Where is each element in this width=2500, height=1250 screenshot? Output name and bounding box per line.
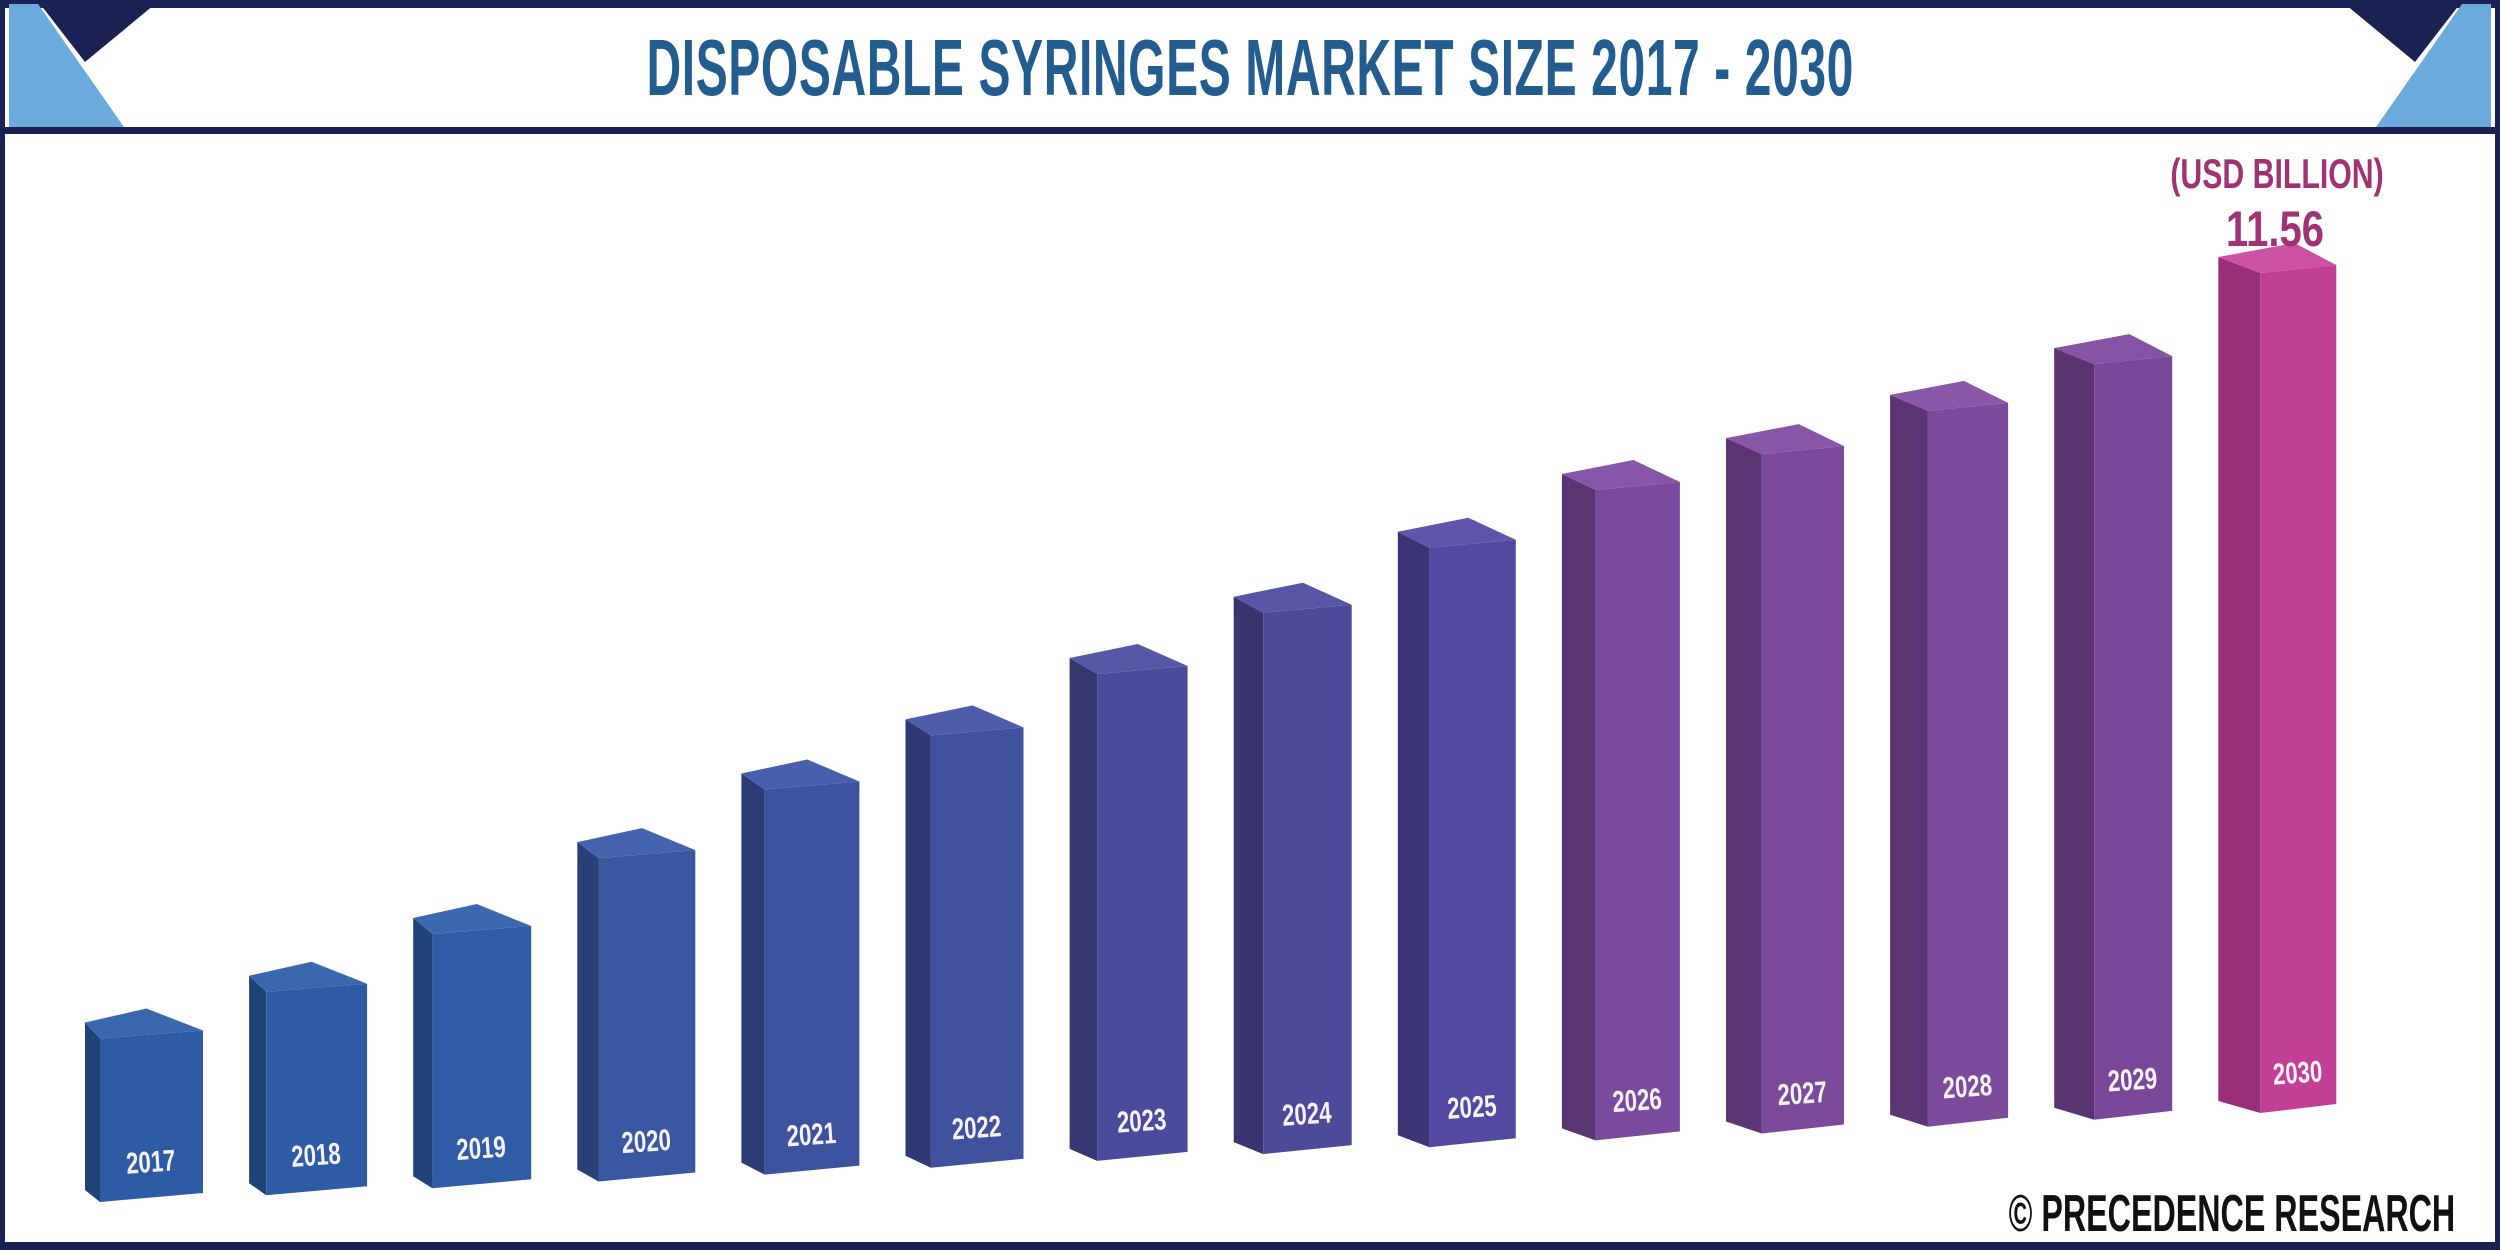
bar-2021-side-face	[741, 773, 765, 1175]
bar-year-label-2029: 2029	[2107, 1061, 2159, 1098]
right-border	[2495, 0, 2500, 1250]
bar-2019-side-face	[413, 918, 433, 1189]
bar-2023-top-face	[1069, 644, 1188, 674]
bar-2020-top-face	[577, 828, 696, 859]
bar-2024-top-face	[1233, 582, 1352, 613]
header-separator-line	[0, 127, 2500, 134]
footer-credit: © PRECEDENCE RESEARCH	[2008, 1185, 2455, 1243]
bar-2026-front-face	[1595, 482, 1680, 1141]
bar-2028-side-face	[1890, 394, 1928, 1127]
bar-2019-top-face	[413, 904, 532, 934]
bar-year-label-2019: 2019	[455, 1129, 507, 1166]
bar-2020-side-face	[577, 842, 599, 1182]
bar-2022-top-face	[905, 705, 1024, 736]
bar-2025-top-face	[1397, 517, 1516, 548]
bar-2029-side-face	[2054, 348, 2095, 1120]
bar-year-label-2025: 2025	[1446, 1088, 1498, 1125]
bar-2021: 2021	[741, 759, 860, 1175]
corner-ribbon-right-blue-icon	[2376, 4, 2491, 127]
bar-year-label-2022: 2022	[951, 1109, 1003, 1146]
bar-2017: 2017	[85, 1008, 203, 1202]
corner-ribbon-left-blue-icon	[9, 4, 124, 127]
left-border	[0, 0, 5, 1250]
bar-2023-front-face	[1097, 666, 1188, 1161]
bar-year-label-2026: 2026	[1611, 1081, 1663, 1118]
bottom-border	[0, 1242, 2500, 1250]
bar-2017-top-face	[85, 1008, 203, 1039]
bar-2024: 2024	[1233, 582, 1352, 1155]
bar-2027: 2027	[1726, 424, 1844, 1134]
bar-year-label-2024: 2024	[1281, 1095, 1333, 1132]
bar-2026-side-face	[1561, 474, 1596, 1141]
bar-2025: 2025	[1397, 517, 1516, 1148]
top-value-label: 11.56	[2226, 201, 2324, 257]
bar-2030-top-face	[2218, 243, 2337, 273]
bar-2022-side-face	[905, 719, 931, 1168]
bar-2029-front-face	[2094, 356, 2173, 1120]
bar-2023: 2023	[1069, 644, 1188, 1161]
corner-ribbon-right-navy-icon	[2340, 0, 2463, 62]
bar-year-label-2028: 2028	[1941, 1068, 1993, 1105]
bar-year-label-2023: 2023	[1116, 1102, 1168, 1139]
unit-label: (USD BILLION)	[2170, 150, 2384, 197]
bar-2019-front-face	[432, 926, 532, 1189]
bar-2024-front-face	[1263, 604, 1352, 1155]
bar-2018-front-face	[266, 983, 368, 1196]
bar-2025-front-face	[1429, 539, 1516, 1148]
bar-year-label-2021: 2021	[786, 1116, 838, 1153]
bar-2026: 2026	[1561, 460, 1680, 1141]
corner-ribbon-left-navy-icon	[37, 0, 160, 62]
bar-2018-side-face	[249, 975, 267, 1196]
bar-2029-top-face	[2054, 334, 2173, 365]
bar-2018: 2018	[249, 961, 368, 1196]
bar-2024-side-face	[1233, 596, 1264, 1155]
bar-2021-top-face	[741, 759, 860, 790]
bar-2017-front-face	[100, 1030, 203, 1202]
bar-year-label-2018: 2018	[290, 1136, 342, 1173]
bar-2020: 2020	[577, 828, 696, 1182]
bar-2028: 2028	[1890, 380, 2009, 1127]
bar-year-label-2030: 2030	[2272, 1054, 2324, 1091]
bar-2028-front-face	[1927, 402, 2009, 1127]
bar-year-label-2020: 2020	[620, 1123, 672, 1160]
bar-2019: 2019	[413, 904, 532, 1189]
bar-2030-front-face	[2260, 265, 2337, 1113]
bar-2029: 2029	[2054, 334, 2173, 1120]
header: DISPOSABLE SYRINGES MARKET SIZE 2017 - 2…	[0, 22, 2500, 114]
bar-2027-top-face	[1726, 424, 1844, 455]
bar-year-label-2027: 2027	[1776, 1075, 1828, 1112]
bar-2030: 2030	[2218, 243, 2337, 1113]
bar-2022: 2022	[905, 705, 1024, 1168]
bar-2023-side-face	[1069, 658, 1098, 1161]
bar-2022-front-face	[930, 727, 1024, 1168]
top-border	[0, 0, 2500, 8]
bar-2027-front-face	[1761, 446, 1844, 1134]
bar-2018-top-face	[249, 961, 368, 992]
bar-2017-side-face	[85, 1022, 100, 1202]
bar-2021-front-face	[764, 781, 860, 1175]
bar-2028-top-face	[1890, 380, 2009, 411]
bar-2027-side-face	[1726, 438, 1762, 1134]
bar-year-label-2017: 2017	[125, 1143, 177, 1180]
bar-2030-side-face	[2218, 257, 2261, 1113]
page-title: DISPOSABLE SYRINGES MARKET SIZE 2017 - 2…	[646, 23, 1854, 112]
bar-2026-top-face	[1561, 460, 1680, 490]
bar-2020-front-face	[598, 850, 696, 1182]
bar-2025-side-face	[1397, 531, 1430, 1148]
